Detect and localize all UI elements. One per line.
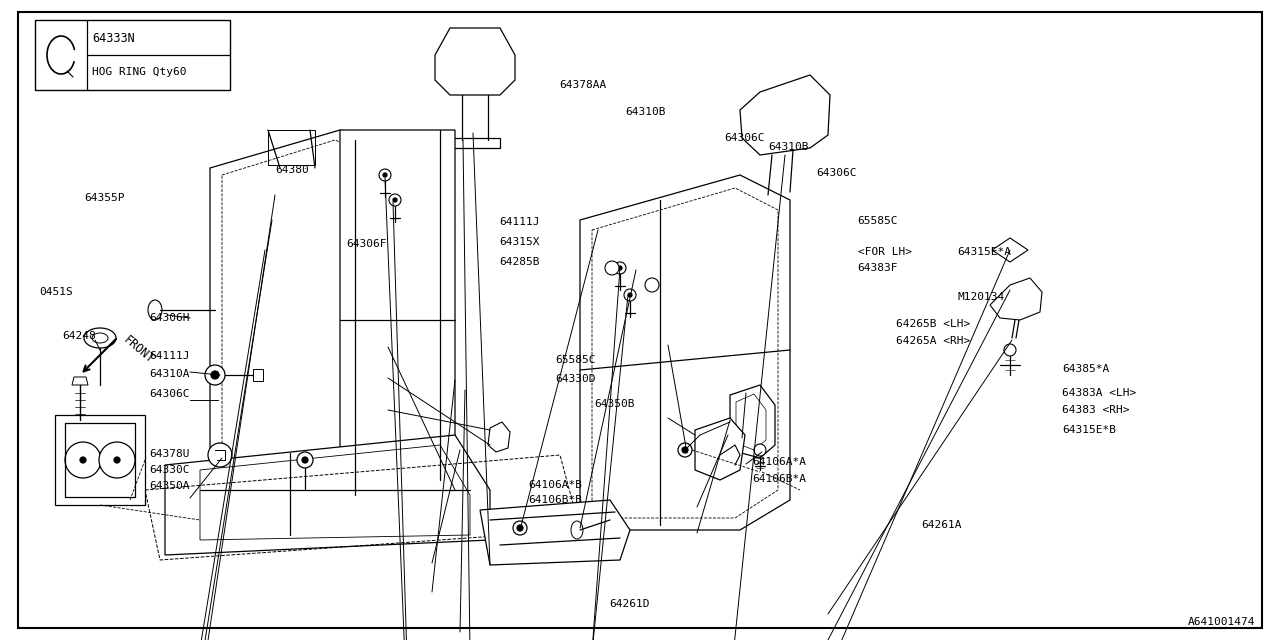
- Text: 64350A: 64350A: [148, 481, 189, 492]
- Text: 64306C: 64306C: [817, 168, 858, 178]
- Polygon shape: [451, 138, 500, 148]
- Text: 64306C: 64306C: [724, 132, 765, 143]
- Text: 64106A*B: 64106A*B: [529, 480, 582, 490]
- Circle shape: [1004, 344, 1016, 356]
- Circle shape: [678, 443, 692, 457]
- Polygon shape: [210, 130, 425, 510]
- Text: 64106A*A: 64106A*A: [753, 457, 806, 467]
- Text: 64106B*B: 64106B*B: [529, 495, 582, 506]
- Text: 64378U: 64378U: [148, 449, 189, 460]
- Circle shape: [99, 442, 134, 478]
- Ellipse shape: [84, 328, 116, 348]
- Polygon shape: [695, 418, 745, 480]
- Text: 64285B: 64285B: [499, 257, 540, 268]
- Polygon shape: [580, 175, 790, 530]
- Text: 64380: 64380: [275, 164, 308, 175]
- Polygon shape: [435, 28, 515, 95]
- Text: 64306C: 64306C: [148, 388, 189, 399]
- Polygon shape: [253, 369, 262, 381]
- Circle shape: [645, 278, 659, 292]
- Circle shape: [517, 525, 524, 531]
- Text: 64265B <LH>: 64265B <LH>: [896, 319, 970, 330]
- Circle shape: [302, 457, 308, 463]
- Text: 64310A: 64310A: [148, 369, 189, 380]
- Text: 0451S: 0451S: [40, 287, 73, 298]
- Text: 64310B: 64310B: [625, 107, 666, 117]
- Text: 64248: 64248: [63, 331, 96, 341]
- Polygon shape: [740, 75, 829, 155]
- Circle shape: [383, 173, 387, 177]
- Text: HOG RING Qty60: HOG RING Qty60: [92, 67, 187, 77]
- Text: FRONT: FRONT: [122, 333, 156, 366]
- Circle shape: [211, 371, 219, 379]
- Polygon shape: [72, 377, 88, 385]
- Text: 64383 <RH>: 64383 <RH>: [1062, 404, 1130, 415]
- Circle shape: [379, 169, 390, 181]
- Text: 64333N: 64333N: [92, 31, 134, 45]
- Polygon shape: [488, 422, 509, 452]
- Polygon shape: [730, 385, 774, 458]
- Circle shape: [754, 444, 765, 456]
- Text: M120134: M120134: [957, 292, 1005, 302]
- Circle shape: [682, 447, 689, 453]
- Circle shape: [614, 262, 626, 274]
- Text: 64385*A: 64385*A: [1062, 364, 1110, 374]
- Text: A641001474: A641001474: [1188, 617, 1254, 627]
- Polygon shape: [480, 500, 630, 565]
- Circle shape: [65, 442, 101, 478]
- Circle shape: [628, 293, 632, 297]
- Text: 64261D: 64261D: [609, 598, 650, 609]
- Text: 64315E*A: 64315E*A: [957, 246, 1011, 257]
- Circle shape: [209, 443, 232, 467]
- Circle shape: [114, 457, 120, 463]
- Text: 64330D: 64330D: [556, 374, 596, 384]
- Text: 64350B: 64350B: [594, 399, 635, 410]
- Text: 64378AA: 64378AA: [559, 80, 605, 90]
- Polygon shape: [55, 415, 145, 505]
- Text: 64315X: 64315X: [499, 237, 540, 247]
- Circle shape: [389, 194, 401, 206]
- Text: 64330C: 64330C: [148, 465, 189, 476]
- Ellipse shape: [571, 521, 582, 539]
- Text: 64261A: 64261A: [922, 520, 963, 530]
- Text: 65585C: 65585C: [858, 216, 899, 226]
- Text: 64111J: 64111J: [499, 217, 540, 227]
- Polygon shape: [165, 435, 490, 555]
- Text: 64310B: 64310B: [768, 142, 809, 152]
- Polygon shape: [992, 238, 1028, 262]
- Bar: [35, 20, 230, 90]
- Text: 64306F: 64306F: [346, 239, 387, 250]
- Text: 64306H: 64306H: [148, 313, 189, 323]
- Circle shape: [605, 261, 620, 275]
- Text: 64265A <RH>: 64265A <RH>: [896, 336, 970, 346]
- Text: 64106B*A: 64106B*A: [753, 474, 806, 484]
- Text: 64355P: 64355P: [84, 193, 125, 204]
- Circle shape: [618, 266, 622, 270]
- Text: 64315E*B: 64315E*B: [1062, 425, 1116, 435]
- Polygon shape: [989, 278, 1042, 320]
- Text: 64383A <LH>: 64383A <LH>: [1062, 388, 1137, 398]
- Circle shape: [393, 198, 397, 202]
- Circle shape: [625, 289, 636, 301]
- Circle shape: [205, 365, 225, 385]
- Ellipse shape: [92, 333, 108, 343]
- Text: 64111J: 64111J: [148, 351, 189, 361]
- Text: 65585C: 65585C: [556, 355, 596, 365]
- Circle shape: [297, 452, 314, 468]
- Text: <FOR LH>: <FOR LH>: [858, 246, 911, 257]
- Circle shape: [513, 521, 527, 535]
- Polygon shape: [340, 130, 454, 510]
- Text: 64383F: 64383F: [858, 262, 899, 273]
- Ellipse shape: [148, 300, 163, 320]
- Circle shape: [81, 457, 86, 463]
